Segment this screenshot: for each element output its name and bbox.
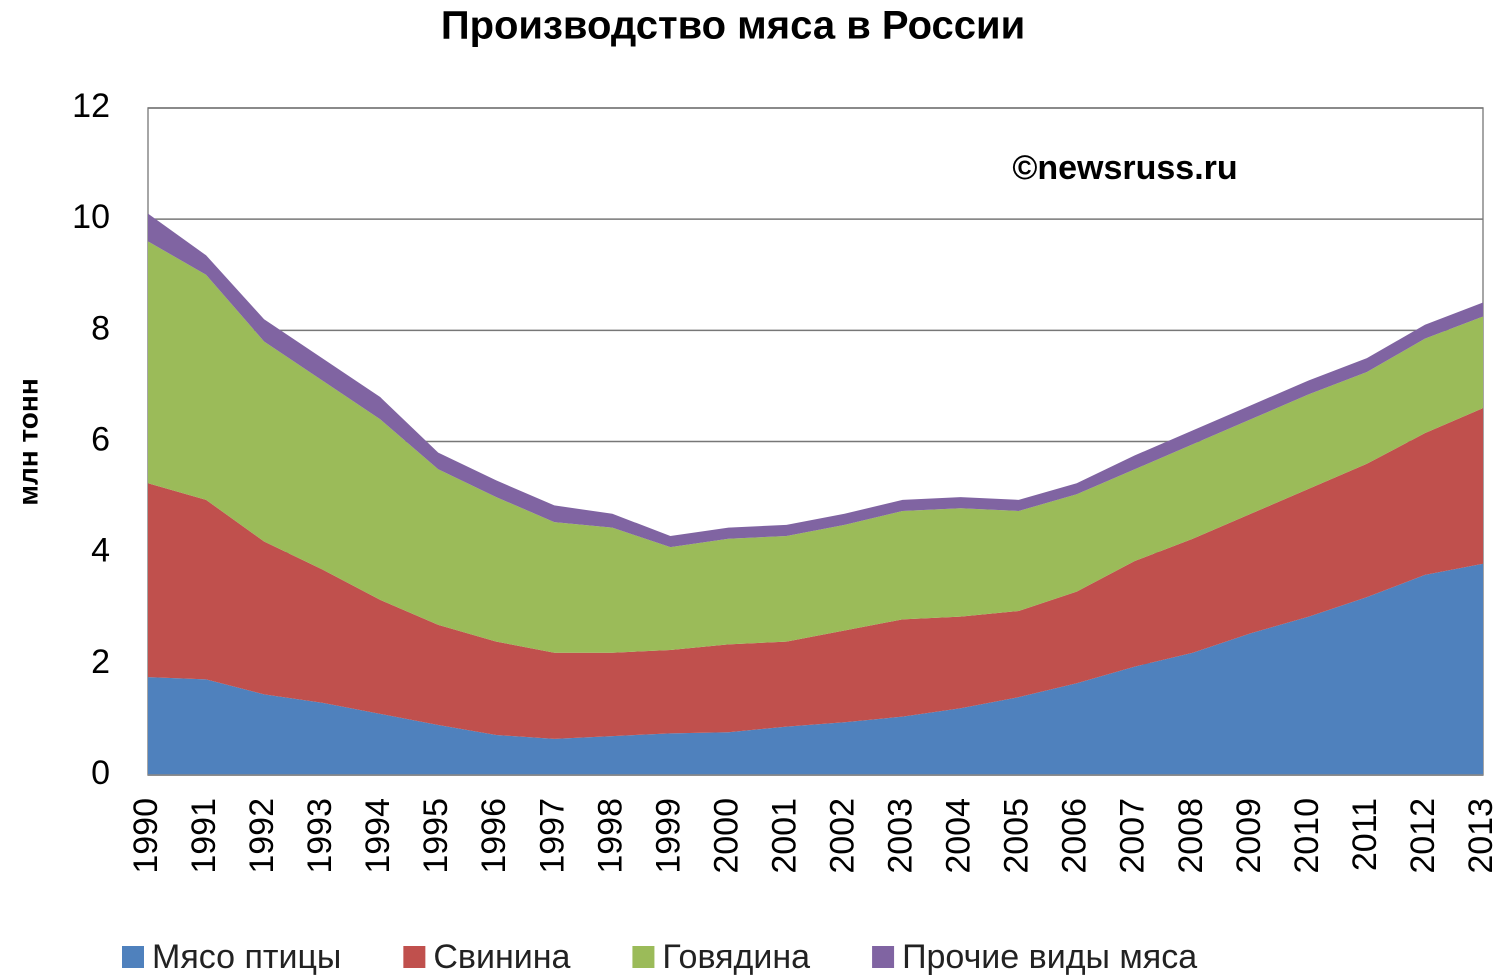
x-tick-label: 1994 <box>359 798 397 874</box>
x-tick-label: 1993 <box>301 798 339 874</box>
x-tick-label: 2002 <box>824 798 862 874</box>
x-tick-label: 1992 <box>243 798 281 874</box>
x-tick-label: 1995 <box>417 798 455 874</box>
y-tick-label: 4 <box>91 532 110 570</box>
y-tick-label: 6 <box>91 420 110 458</box>
x-tick-label: 2003 <box>882 798 920 874</box>
y-tick-label: 8 <box>91 309 110 347</box>
legend-label: Мясо птицы <box>152 938 341 976</box>
legend-swatch <box>872 946 895 968</box>
chart-title: Производство мяса в России <box>441 4 1025 48</box>
y-tick-label: 12 <box>72 87 110 125</box>
x-tick-label: 2000 <box>707 798 745 874</box>
legend-label: Прочие виды мяса <box>902 938 1197 976</box>
x-tick-label: 2008 <box>1172 798 1210 874</box>
legend-label: Говядина <box>662 938 810 976</box>
x-tick-label: 2007 <box>1114 798 1152 874</box>
x-tick-label: 1990 <box>127 798 165 874</box>
area <box>148 241 1483 653</box>
annotation: ©newsruss.ru <box>1012 149 1237 187</box>
y-tick-label: 10 <box>72 198 110 236</box>
legend-label: Свинина <box>433 938 570 976</box>
x-tick-label: 2013 <box>1462 798 1500 874</box>
y-tick-label: 0 <box>91 754 110 792</box>
y-axis-label: млн тонн <box>12 378 43 505</box>
x-tick-label: 2012 <box>1404 798 1442 874</box>
x-tick-label: 2001 <box>765 798 803 874</box>
x-tick-label: 1998 <box>591 798 629 874</box>
x-tick-label: 2009 <box>1230 798 1268 874</box>
legend-swatch <box>122 946 144 968</box>
y-tick-label: 2 <box>91 643 110 681</box>
x-tick-label: 2006 <box>1056 798 1094 874</box>
x-tick-label: 1997 <box>533 798 571 874</box>
x-tick-label: 2010 <box>1288 798 1326 874</box>
legend-swatch <box>403 946 426 968</box>
legend-swatch <box>632 946 655 968</box>
area <box>148 563 1483 775</box>
x-tick-label: 1991 <box>185 798 223 874</box>
x-tick-label: 1999 <box>649 798 687 874</box>
x-tick-label: 2005 <box>998 798 1036 874</box>
x-tick-label: 2011 <box>1346 798 1384 871</box>
x-tick-label: 2004 <box>940 798 978 874</box>
x-tick-label: 1996 <box>475 798 513 874</box>
area <box>148 408 1483 739</box>
